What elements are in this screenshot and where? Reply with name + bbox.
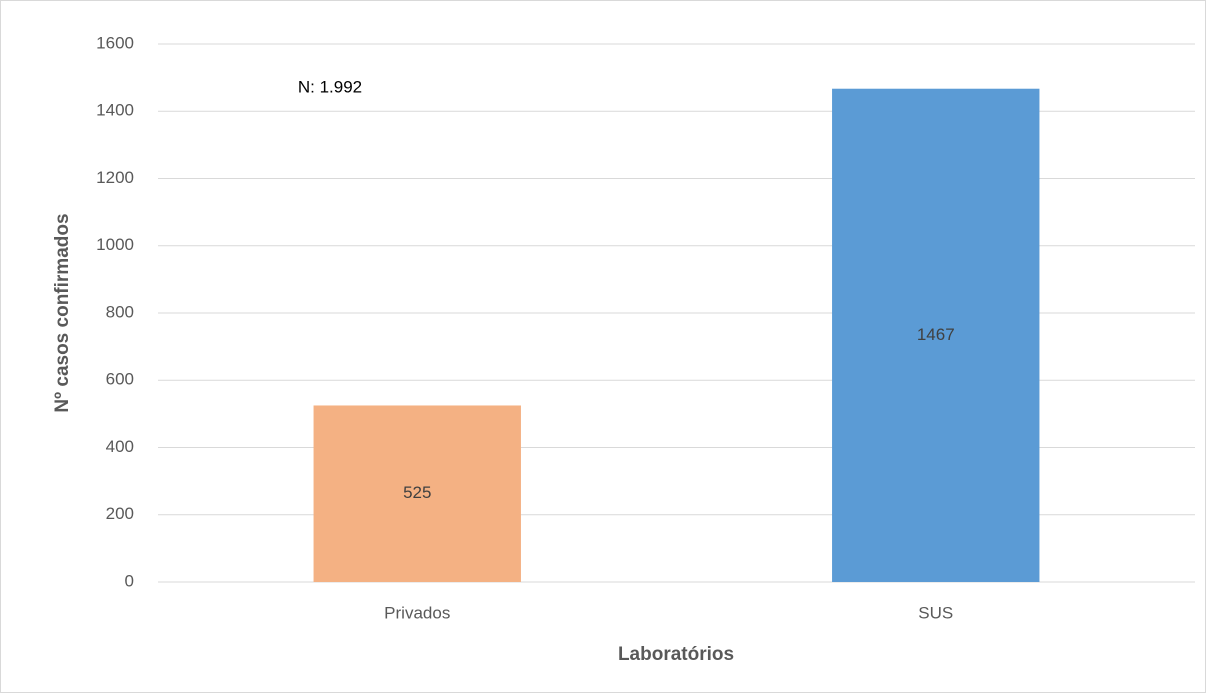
y-tick-label: 800 bbox=[106, 302, 134, 321]
y-tick-label: 600 bbox=[106, 370, 134, 389]
y-tick-label: 1400 bbox=[96, 101, 134, 120]
y-axis-label: Nº casos confirmados bbox=[52, 213, 73, 412]
y-tick-label: 1200 bbox=[96, 168, 134, 187]
annotation: N: 1.992 bbox=[298, 77, 362, 96]
y-tick-label: 200 bbox=[106, 504, 134, 523]
y-tick-label: 400 bbox=[106, 437, 134, 456]
x-axis-label: Laboratórios bbox=[618, 644, 734, 665]
x-tick-label: Privados bbox=[384, 603, 450, 622]
y-tick-label: 0 bbox=[125, 571, 134, 590]
data-label: 525 bbox=[403, 483, 431, 502]
data-label: 1467 bbox=[917, 325, 955, 344]
bar bbox=[313, 405, 521, 582]
y-tick-label: 1600 bbox=[96, 33, 134, 52]
x-tick-label: SUS bbox=[918, 603, 953, 622]
bar bbox=[832, 88, 1040, 582]
y-tick-label: 1000 bbox=[96, 235, 134, 254]
